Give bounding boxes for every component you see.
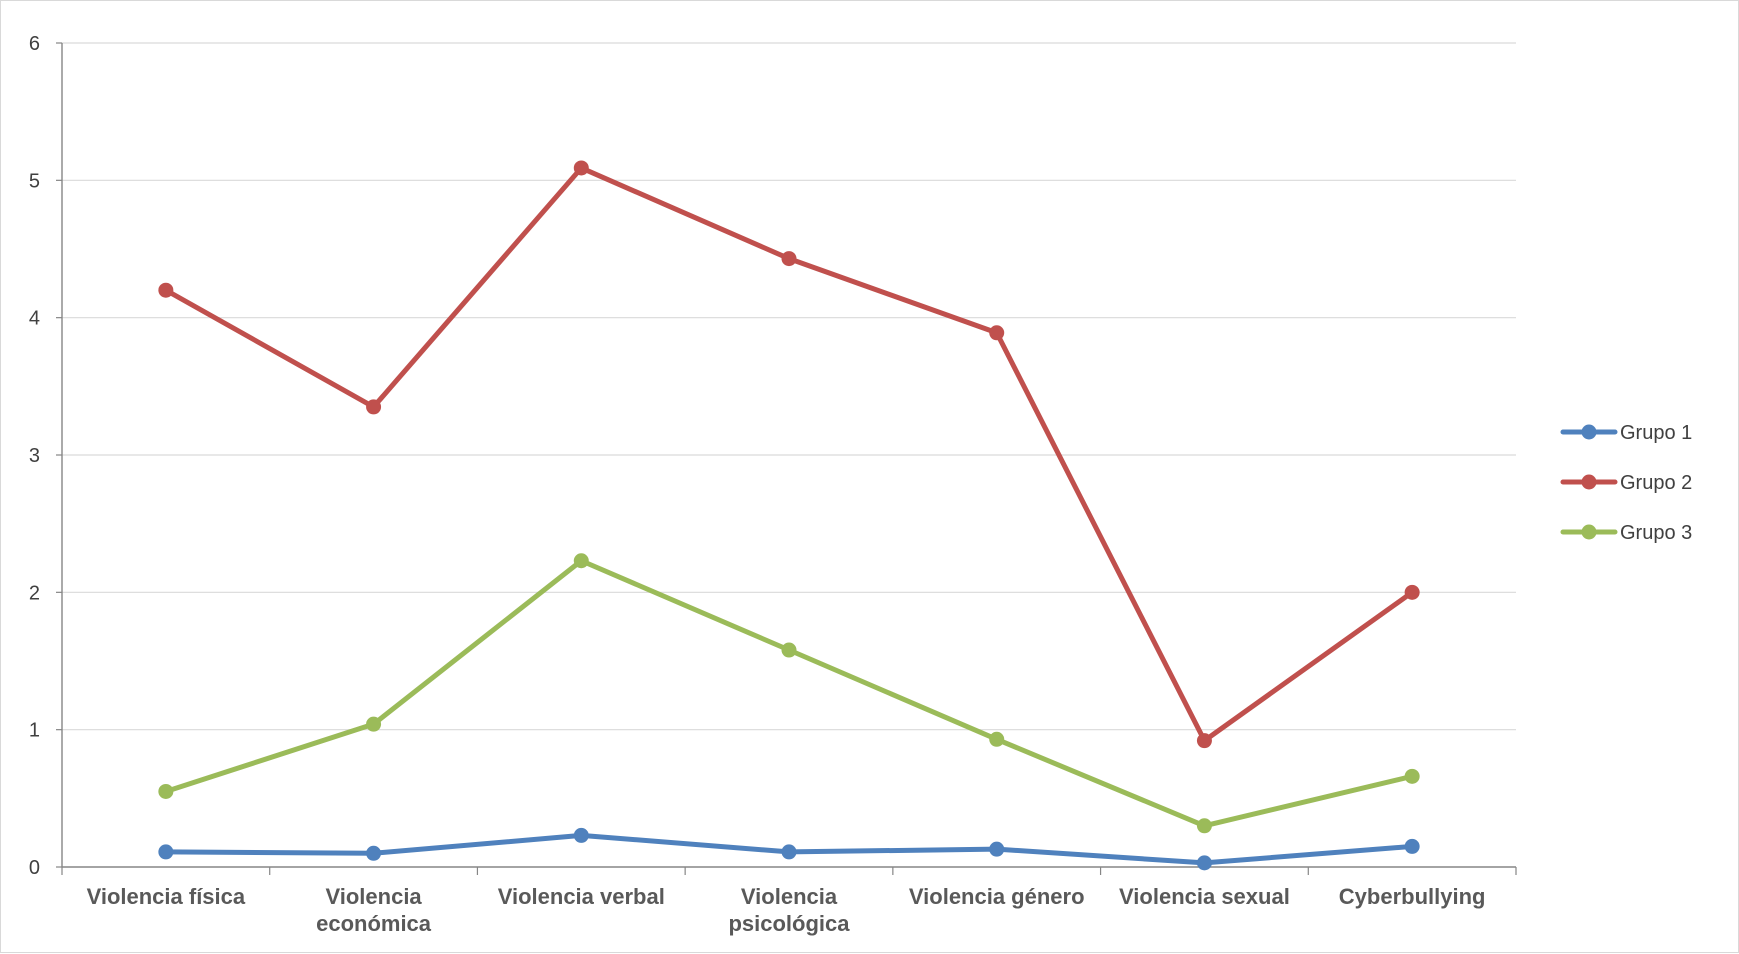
y-axis-ticks: 0 1 2 3 4 5 6	[29, 33, 40, 879]
data-point	[158, 282, 174, 298]
data-point	[781, 642, 797, 658]
x-tick-label-line: Cyberbullying	[1339, 884, 1486, 909]
data-point	[573, 553, 589, 569]
data-point	[1196, 818, 1212, 834]
x-tick-label: Violencia física	[87, 884, 246, 909]
x-tick-label: Violencia psicológica	[728, 884, 850, 936]
y-tick-label: 3	[29, 445, 40, 467]
y-tick-label: 0	[29, 857, 40, 879]
x-axis-ticks: Violencia física Violencia económicaViolen…	[87, 884, 1486, 936]
series-line	[163, 558, 1415, 829]
data-point	[1404, 768, 1420, 784]
x-tick-label-line: Violencia	[325, 884, 422, 909]
data-point	[158, 844, 174, 860]
x-tick-label-line: Violencia género	[909, 884, 1085, 909]
data-point	[1404, 838, 1420, 854]
data-point	[1196, 733, 1212, 749]
data-point	[1196, 855, 1212, 871]
legend-item: Grupo 3	[1560, 522, 1692, 544]
series-3	[158, 553, 1420, 834]
data-point	[1404, 584, 1420, 600]
legend-label: Grupo 2	[1620, 472, 1692, 494]
x-tick-label-line: Violencia sexual	[1119, 884, 1290, 909]
data-point	[781, 251, 797, 267]
data-point	[573, 160, 589, 176]
legend-item: Grupo 2	[1560, 472, 1692, 494]
series-1	[158, 827, 1420, 871]
legend-marker	[1581, 524, 1597, 540]
legend-item: Grupo 1	[1560, 422, 1692, 444]
gridlines	[62, 42, 1516, 731]
y-tick-label: 4	[29, 308, 40, 330]
x-tick-label: Violencia verbal	[498, 884, 665, 909]
legend-marker	[1581, 424, 1597, 440]
y-tick-label: 5	[29, 170, 40, 192]
y-tick-label: 1	[29, 720, 40, 742]
data-point	[366, 399, 382, 415]
data-point	[158, 783, 174, 799]
data-point	[781, 844, 797, 860]
x-tick-label: Violencia económica	[316, 884, 432, 936]
data-point	[366, 845, 382, 861]
x-tick-label-line: económica	[316, 911, 432, 936]
x-tick-label: Violencia sexual	[1119, 884, 1290, 909]
data-point	[366, 716, 382, 732]
y-tick-label: 2	[29, 582, 40, 604]
legend-label: Grupo 3	[1620, 522, 1692, 544]
x-tick-label: Violencia género	[909, 884, 1085, 909]
legend-label: Grupo 1	[1620, 422, 1692, 444]
series	[158, 160, 1420, 871]
data-point	[989, 325, 1005, 341]
x-tick-label-line: Violencia física	[87, 884, 246, 909]
x-tick-label-line: psicológica	[728, 911, 850, 936]
data-point	[989, 731, 1005, 747]
data-point	[989, 841, 1005, 857]
x-tick-label-line: Violencia verbal	[498, 884, 665, 909]
y-tick-label: 6	[29, 33, 40, 55]
series-2	[158, 160, 1420, 749]
legend: Grupo 1 Grupo 2 Grupo 3	[1560, 422, 1692, 544]
axes	[56, 42, 1517, 875]
x-tick-label: Cyberbullying	[1339, 884, 1486, 909]
legend-marker	[1581, 474, 1597, 490]
x-tick-label-line: Violencia	[741, 884, 838, 909]
data-point	[573, 827, 589, 843]
